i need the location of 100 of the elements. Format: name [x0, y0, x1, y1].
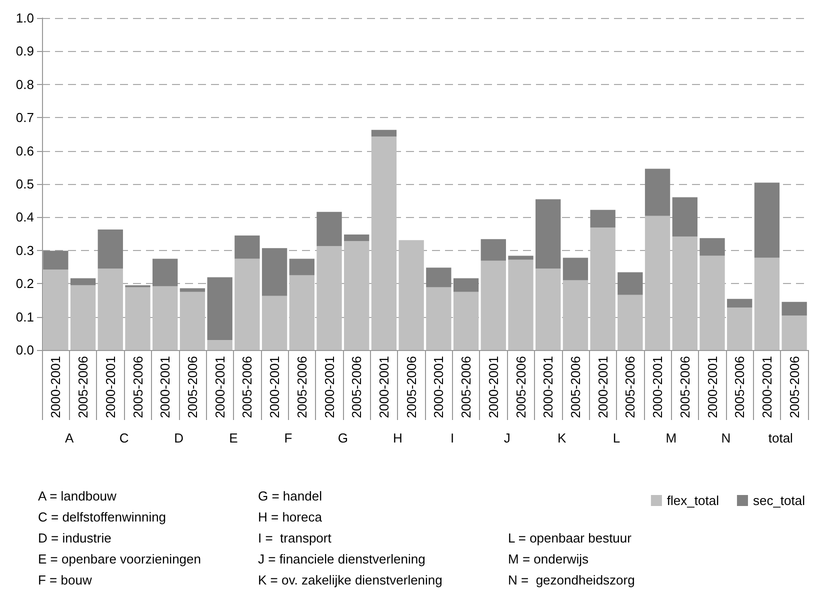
- x-tick-label: 2000-2001: [267, 356, 282, 418]
- legend-label: flex_total: [666, 493, 720, 508]
- text: F = bouw: [38, 572, 92, 588]
- bar: [590, 227, 616, 350]
- bar: [672, 197, 698, 236]
- text: A: [65, 430, 74, 446]
- x-tick-label: 2000-2001: [595, 356, 610, 418]
- y-tick-label: 0.8: [16, 76, 34, 92]
- bar: [782, 302, 807, 316]
- bar: [234, 235, 260, 259]
- bar: [536, 268, 561, 350]
- bar: [289, 258, 314, 276]
- bar: [727, 298, 752, 308]
- text: G: [338, 430, 348, 446]
- text: D = industrie: [38, 530, 112, 546]
- bar: [754, 182, 780, 258]
- bar: [207, 340, 232, 350]
- x-tick-label: 2005-2006: [732, 356, 748, 418]
- x-tick-label: 2005-2006: [404, 356, 419, 418]
- bar: [508, 260, 534, 350]
- bar: [180, 292, 206, 350]
- text: J: [504, 430, 510, 446]
- text: C: [119, 430, 129, 446]
- text: total: [768, 430, 794, 446]
- bar: [727, 308, 752, 350]
- bar: [262, 248, 288, 296]
- y-tick-label: 1.0: [16, 10, 34, 26]
- bar: [672, 236, 698, 350]
- bar: [98, 268, 123, 350]
- bar: [453, 292, 479, 350]
- bar: [480, 260, 506, 350]
- x-tick-label: 2000-2001: [431, 356, 446, 418]
- bar: [618, 294, 643, 350]
- text: A = landbouw: [38, 488, 118, 504]
- x-tick-label: 2000-2001: [704, 356, 720, 418]
- text: F: [284, 430, 292, 446]
- y-tick-label: 0.9: [16, 44, 34, 59]
- bar: [207, 277, 232, 340]
- bar: [644, 168, 670, 216]
- bar: [289, 275, 314, 350]
- x-tick-label: 2005-2006: [513, 356, 528, 418]
- bar: [426, 268, 452, 288]
- y-tick-label: 0.7: [16, 110, 34, 126]
- y-tick-label: 0.6: [16, 143, 34, 158]
- bar: [180, 288, 206, 292]
- x-tick-label: 2005-2006: [622, 356, 638, 418]
- y-tick-label: 0.2: [16, 276, 34, 292]
- x-tick-label: 2005-2006: [184, 356, 200, 418]
- x-tick-label: 2005-2006: [786, 356, 802, 418]
- text: K = ov. zakelijke dienstverlening: [258, 572, 442, 588]
- x-tick-label: 2000-2001: [376, 356, 392, 418]
- x-tick-label: 2005-2006: [76, 356, 91, 418]
- x-tick-label: 2000-2001: [759, 356, 774, 418]
- bar: [426, 287, 452, 350]
- text: G = handel: [258, 488, 322, 504]
- bar: [152, 258, 178, 286]
- x-tick-label: 2005-2006: [458, 356, 474, 418]
- y-tick-label: 0.5: [16, 176, 34, 192]
- text: J = financiele dienstverlening: [258, 552, 426, 566]
- x-tick-label: 2005-2006: [294, 356, 310, 418]
- bar: [125, 287, 150, 350]
- y-tick-label: 0.0: [16, 342, 34, 358]
- bar: [152, 286, 178, 350]
- bar: [700, 256, 725, 350]
- x-tick-label: 2000-2001: [158, 356, 173, 418]
- text: C = delfstoffenwinning: [38, 510, 166, 524]
- bar: [43, 270, 68, 350]
- text: D: [174, 430, 184, 446]
- bar: [700, 238, 725, 256]
- text: L: [612, 430, 620, 446]
- y-tick-label: 0.1: [16, 309, 34, 324]
- x-tick-label: 2005-2006: [130, 356, 146, 418]
- text: K: [557, 430, 566, 446]
- text: I: [450, 430, 454, 446]
- bar: [562, 280, 588, 350]
- text: M: [666, 430, 677, 446]
- bar: [316, 246, 342, 350]
- x-tick-label: 2005-2006: [349, 356, 364, 418]
- bar: [644, 216, 670, 350]
- text: E: [229, 430, 238, 446]
- bar: [398, 240, 424, 350]
- text: N = gezondheidszorg: [508, 572, 635, 588]
- x-tick-label: 2000-2001: [102, 356, 118, 418]
- text: N: [721, 430, 731, 446]
- x-tick-label: 2000-2001: [212, 356, 228, 418]
- bar: [371, 136, 397, 350]
- x-tick-label: 2000-2001: [650, 356, 666, 418]
- bar: [70, 285, 96, 350]
- text: H = horeca: [258, 510, 323, 524]
- x-tick-label: 2000-2001: [540, 356, 556, 418]
- bar: [371, 130, 397, 137]
- bar: [508, 256, 534, 260]
- text: I = transport: [258, 530, 332, 546]
- y-tick-label: 0.4: [16, 210, 34, 225]
- bar: [344, 234, 370, 242]
- legend-label: sec_total: [752, 493, 806, 508]
- bar: [618, 272, 643, 295]
- bar: [536, 199, 561, 269]
- bar: [316, 212, 342, 246]
- bar: [98, 229, 123, 269]
